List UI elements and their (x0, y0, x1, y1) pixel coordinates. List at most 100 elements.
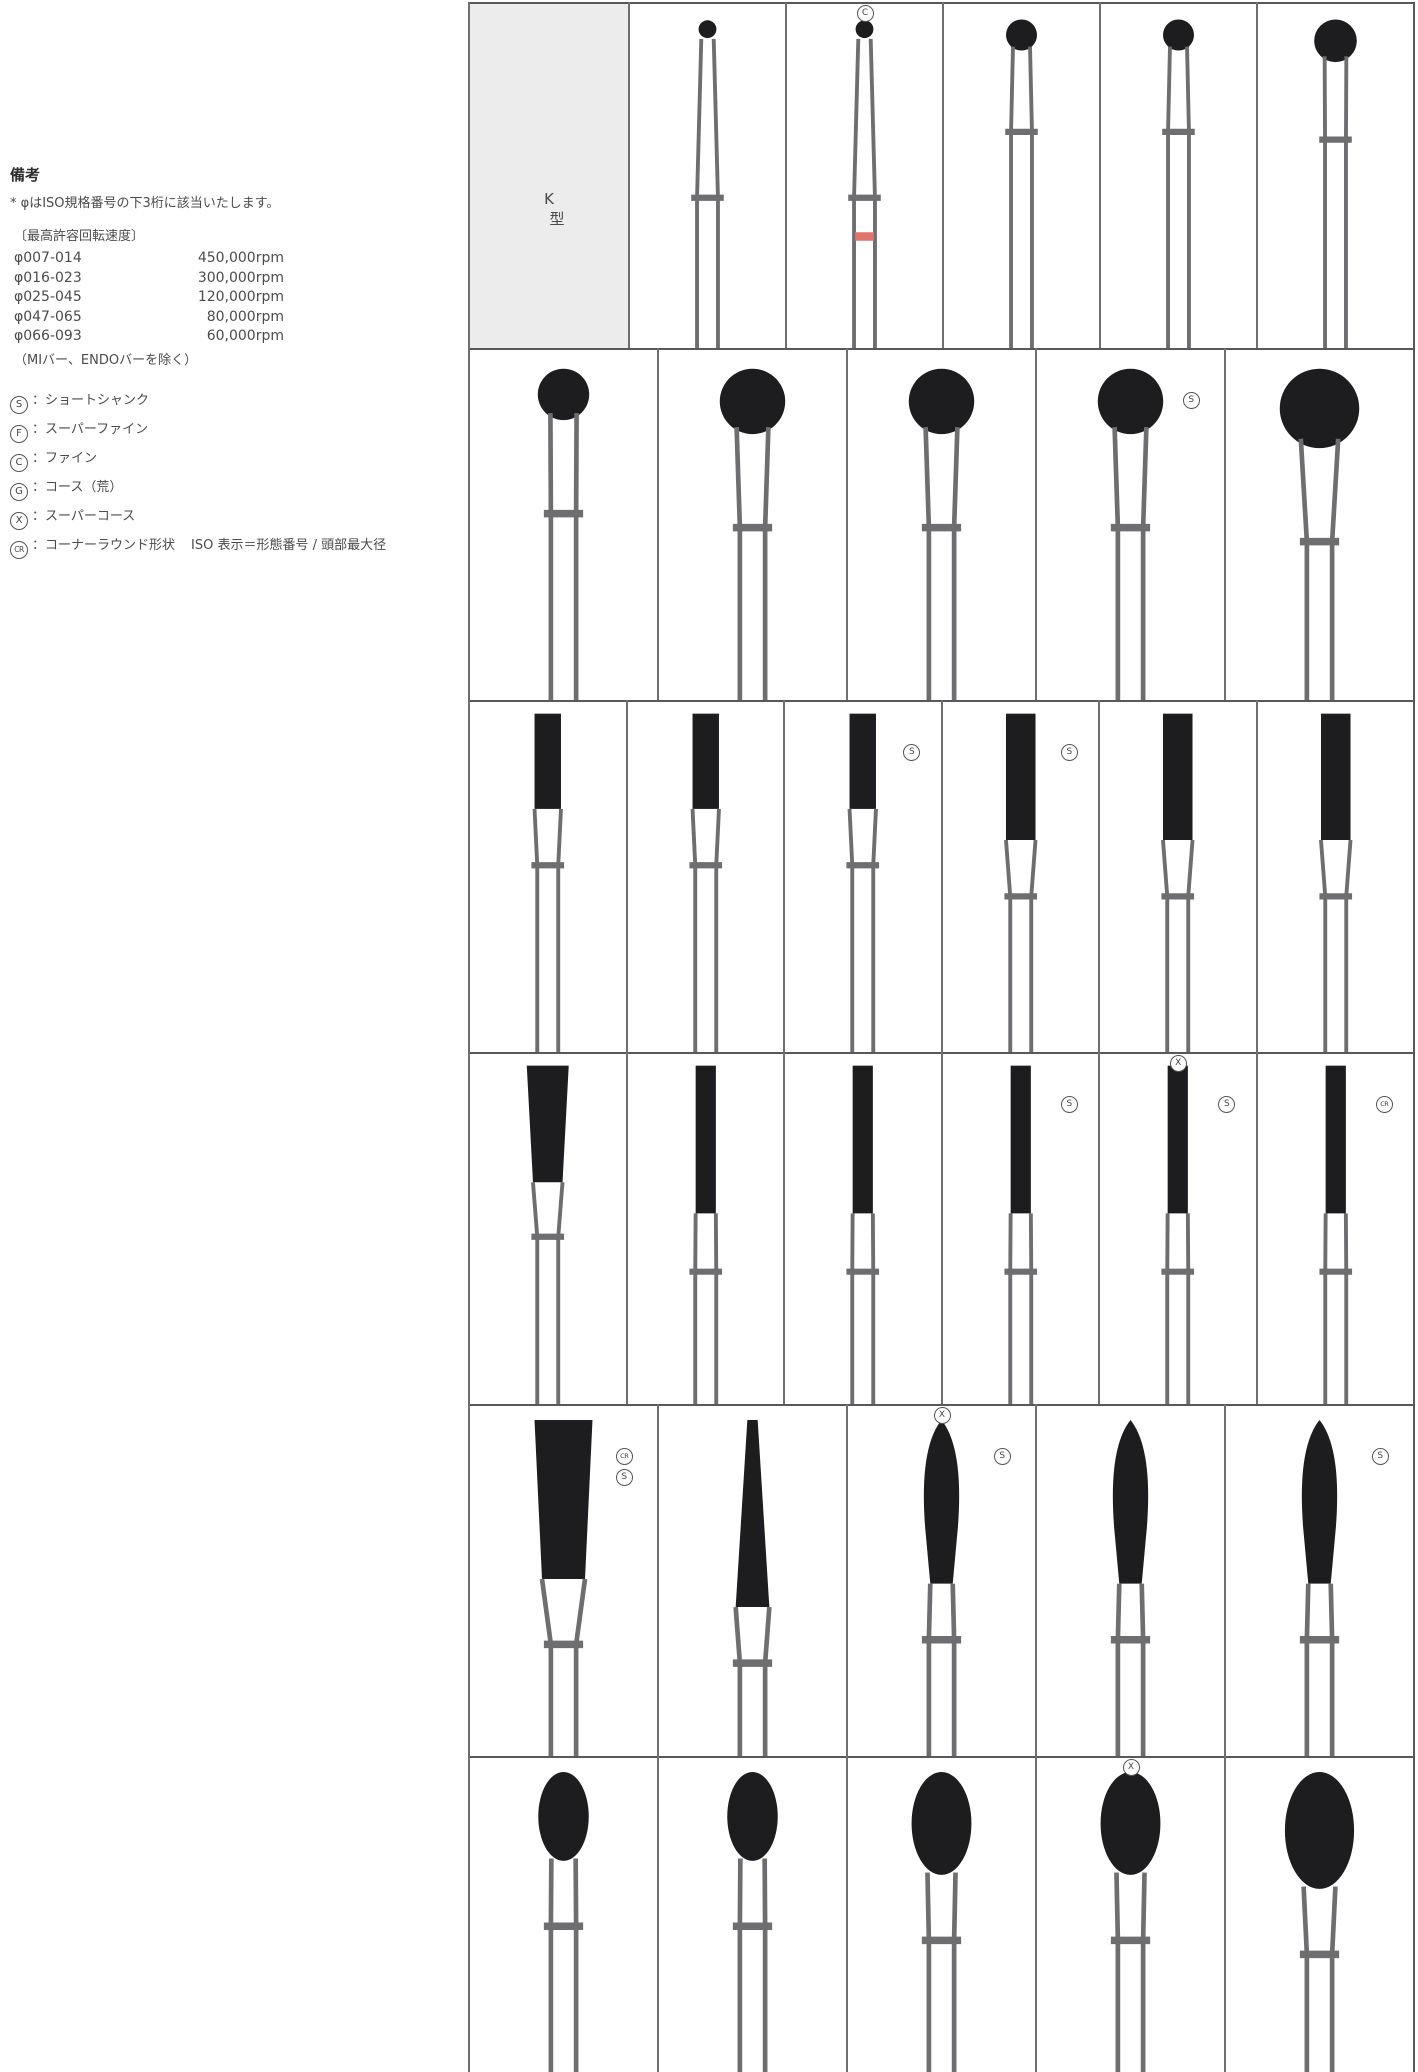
marker-S-icon: S (1060, 1096, 1078, 1113)
bur-illustration-wrap: S (1038, 350, 1224, 846)
marker-S-icon: S (615, 1469, 633, 1486)
bur-cell: S (783, 700, 942, 1116)
speed-rpm: 120,000rpm (197, 289, 284, 305)
phi-note: * φはISO規格番号の下3桁に該当いたします。 (10, 196, 280, 211)
notes-heading: 備考 (10, 166, 41, 184)
legend-text: コーナーラウンド形状 (45, 537, 176, 553)
short-shank-icon: S (10, 395, 28, 414)
bur-illustration-wrap (849, 1758, 1035, 2072)
super-fine-icon: F (10, 424, 28, 443)
bur-illustration-wrap (471, 702, 626, 1115)
bur-pear-l-illustration (1284, 1772, 1355, 2072)
marker-S-icon: S (1218, 1096, 1236, 1113)
bur-cell (1098, 700, 1257, 1116)
legend-separator: ： (32, 392, 46, 408)
legend-item-super-coarse: X ：スーパーコース (10, 508, 462, 530)
bur-cell (625, 700, 784, 1116)
legend-item-coarse: G ：コース（荒） (10, 479, 462, 501)
marker-X-icon: X (1122, 1759, 1140, 1776)
fine-icon: C (10, 453, 28, 472)
speed-rpm: 450,000rpm (197, 250, 284, 266)
marker-S-icon: S (1182, 392, 1200, 409)
speed-range: φ066-093 (14, 328, 82, 344)
speed-row: φ025-045 120,000rpm (14, 288, 284, 308)
bur-cell: CR (1255, 1052, 1414, 1468)
legend-text: ショートシャンク (45, 392, 150, 408)
super-coarse-icon: X (10, 511, 28, 530)
bur-illustration-wrap (1227, 1758, 1413, 2072)
bur-illustration-wrap (849, 350, 1035, 846)
legend-separator: ： (32, 450, 46, 466)
legend-text: コース（荒） (45, 479, 123, 495)
marker-CR-icon: CR (1375, 1096, 1393, 1113)
bur-pear-s-illustration (727, 1772, 778, 2072)
speed-range: φ007-014 (14, 250, 82, 266)
bur-illustration-wrap: X (1038, 1758, 1224, 2072)
bur-cell (468, 700, 627, 1116)
bur-cell (657, 1756, 847, 2072)
legend-item-corner-round: CR ：コーナーラウンド形状 ISO 表示＝形態番号 / 頭部最大径 (10, 537, 462, 559)
type-letter: K (544, 189, 554, 208)
legend-text: スーパーファイン (45, 421, 149, 437)
legend-item-super-fine: F ：スーパーファイン (10, 421, 462, 443)
speed-title: 〔最高許容回転速度〕 (14, 229, 145, 244)
bur-ball-m-illustration (908, 368, 975, 846)
bur-illustration-wrap (471, 1758, 657, 2072)
bur-cell (1256, 2, 1414, 416)
symbol-legend: S ：ショートシャンク F ：スーパーファイン C ：ファイン G ：コース（荒） X：… (10, 392, 462, 559)
marker-S-icon: S (1371, 1448, 1389, 1465)
bur-cell (1224, 1756, 1414, 2072)
speed-exclusion-note: （MIバー、ENDOバーを除く） (14, 352, 198, 368)
marker-S-icon: S (993, 1448, 1011, 1465)
type-kanji: 型 (549, 209, 565, 228)
bur-cell (1255, 700, 1414, 1116)
bur-illustration-wrap: S (786, 702, 941, 1115)
bur-cell: X (1035, 1756, 1225, 2072)
bur-table-6: X——————————237/008237/010237/012238/0122… (468, 1756, 1415, 2072)
legend-item-fine: C ：ファイン (10, 450, 462, 472)
speed-row: φ047-065 80,000rpm (14, 308, 284, 328)
speed-row: φ066-093 60,000rpm (14, 327, 284, 347)
bur-cell (846, 1756, 1036, 2072)
coarse-icon: G (10, 482, 28, 501)
catalog-tables: K型CNo.————K1/6KK1/5KK1/6ISO001/005001C00… (468, 0, 1415, 2072)
bur-cyl-s-illustration (846, 713, 880, 1115)
bur-cell: C (785, 2, 943, 416)
speed-rpm: 300,000rpm (197, 269, 284, 286)
bur-cell (468, 1756, 658, 2072)
bur-cell: S (940, 1052, 1099, 1468)
bur-illustration-wrap (471, 1054, 626, 1467)
speed-range: φ016-023 (14, 269, 82, 286)
legend-text: ファイン (45, 450, 98, 466)
bur-cell (628, 2, 786, 416)
marker-S-icon: S (1060, 744, 1078, 761)
bur-cell (625, 1052, 784, 1468)
legend-separator: ： (32, 508, 46, 524)
bur-pear-m-illustration (1100, 1772, 1161, 2072)
speed-row: φ016-023 300,000rpm (14, 269, 284, 289)
marker-X-icon: X (933, 1407, 951, 1424)
marker-CR-icon: CR (615, 1448, 633, 1465)
speed-list: φ007-014 450,000rpm φ016-023 300,000rpm φ0… (14, 249, 284, 347)
bur-pear-m-illustration (911, 1772, 972, 2072)
bur-cell (468, 1052, 627, 1468)
iso-display-note: ISO 表示＝形態番号 / 頭部最大径 (191, 537, 387, 553)
speed-range: φ047-065 (14, 308, 82, 325)
speed-rpm: 80,000rpm (206, 308, 284, 325)
legend-separator: ： (32, 421, 46, 437)
marker-C-icon: C (856, 5, 874, 22)
bur-cell: S (940, 700, 1099, 1116)
speed-range: φ025-045 (14, 289, 82, 305)
corner-round-icon: CR (10, 540, 28, 559)
bur-cell (1099, 2, 1257, 416)
notes-sidebar: 備考 * φはISO規格番号の下3桁に該当いたします。 〔最高許容回転速度〕 φ… (10, 164, 462, 566)
marker-S-icon: S (903, 744, 921, 761)
legend-separator: ： (32, 479, 46, 495)
legend-item-short-shank: S ：ショートシャンク (10, 392, 462, 414)
speed-rpm: 60,000rpm (206, 328, 284, 344)
bur-cyl-s-illustration (531, 713, 565, 1115)
speed-row: φ007-014 450,000rpm (14, 249, 284, 269)
bur-cell (783, 1052, 942, 1468)
